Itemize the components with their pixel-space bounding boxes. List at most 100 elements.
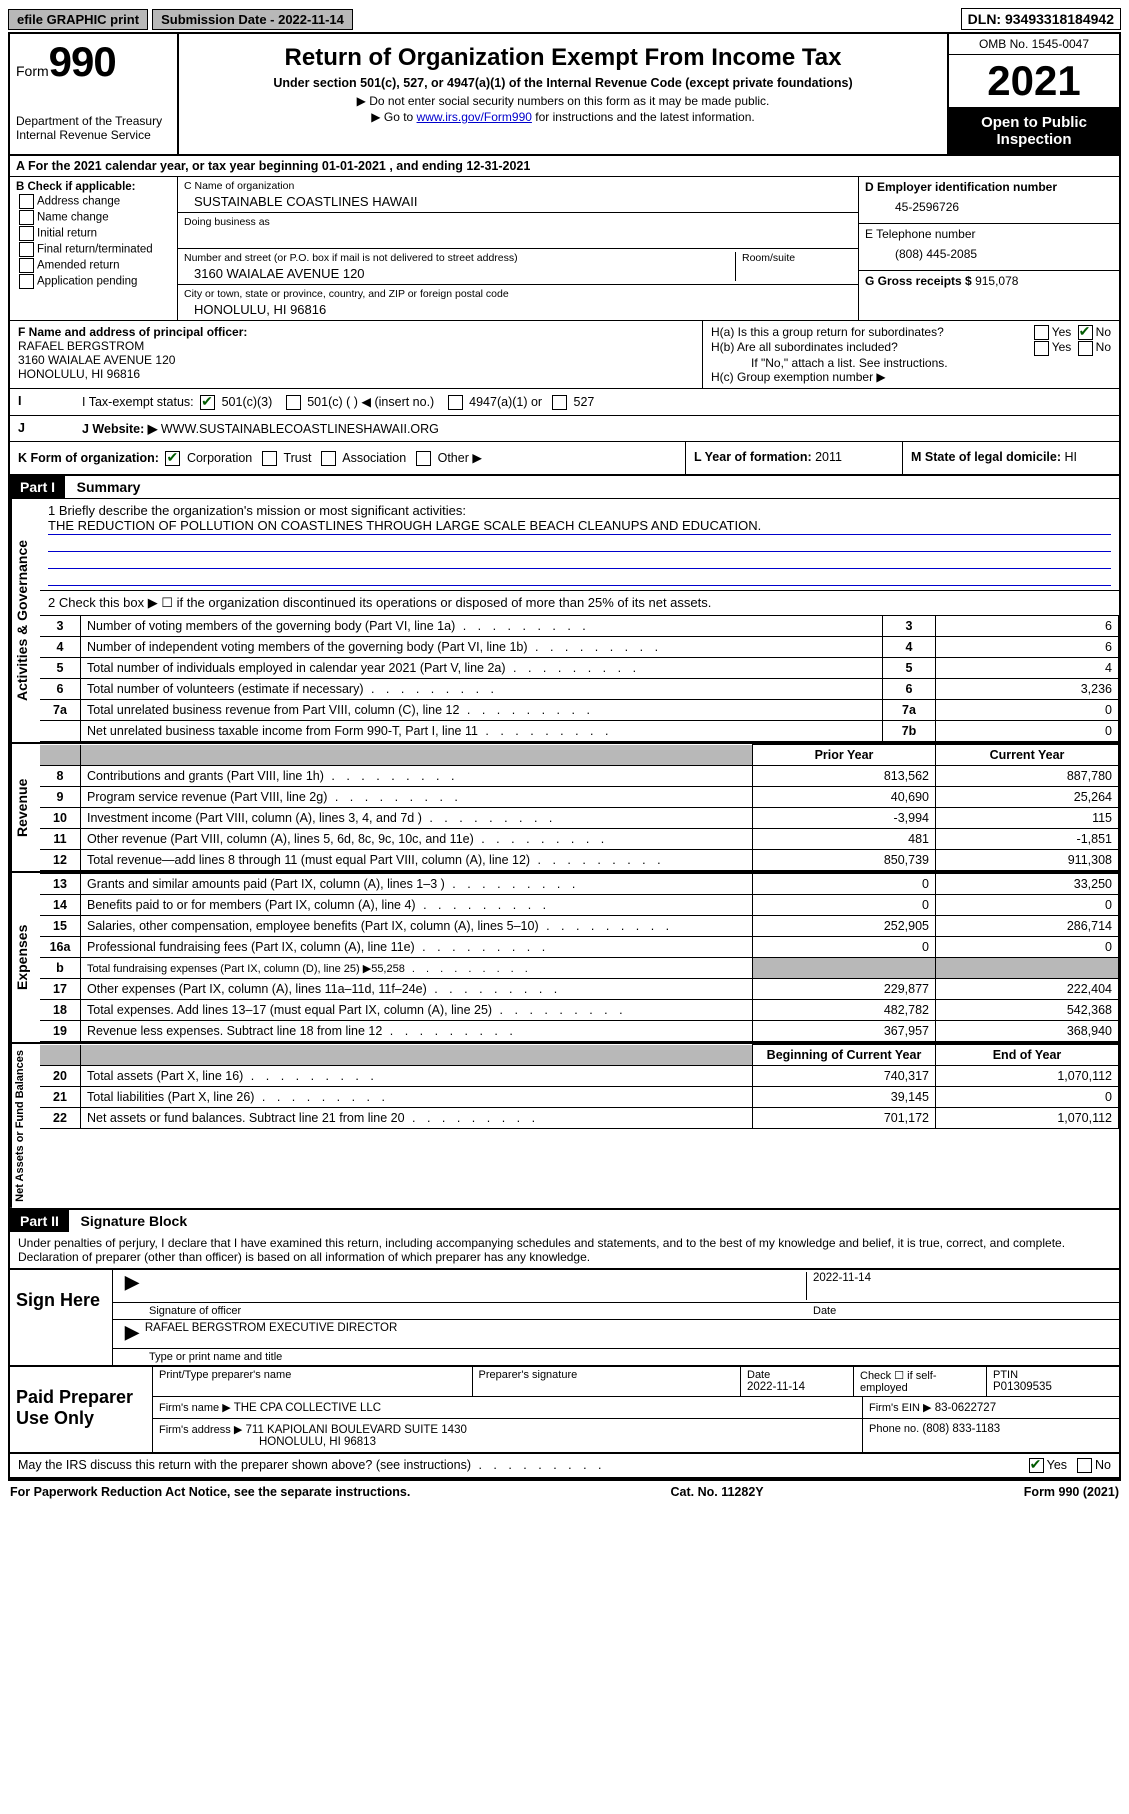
city-label: City or town, state or province, country…: [184, 288, 852, 300]
page-footer: For Paperwork Reduction Act Notice, see …: [8, 1481, 1121, 1503]
check-final-return[interactable]: Final return/terminated: [16, 242, 171, 257]
table-row: 3Number of voting members of the governi…: [40, 616, 1119, 637]
check-527[interactable]: [552, 395, 567, 410]
dept-label: Department of the Treasury: [16, 114, 171, 128]
org-name-label: C Name of organization: [184, 180, 852, 192]
hb-yes-checkbox[interactable]: [1034, 341, 1049, 356]
submission-date-button[interactable]: Submission Date - 2022-11-14: [152, 9, 353, 30]
opt-501c3: 501(c)(3): [222, 395, 273, 409]
open-line2: Inspection: [953, 131, 1115, 148]
part1-title: Summary: [69, 476, 149, 498]
ha-no-checkbox[interactable]: [1078, 325, 1093, 340]
no-label-2: No: [1096, 340, 1111, 354]
expenses-table: 13Grants and similar amounts paid (Part …: [40, 873, 1119, 1042]
table-row: bTotal fundraising expenses (Part IX, co…: [40, 958, 1119, 979]
m-label: M State of legal domicile:: [911, 450, 1061, 464]
gross-value: 915,078: [975, 274, 1018, 288]
ha-yes-checkbox[interactable]: [1034, 325, 1049, 340]
table-row: 10Investment income (Part VIII, column (…: [40, 808, 1119, 829]
part2-header-row: Part II Signature Block: [10, 1210, 1119, 1232]
sign-here-section: Sign Here ▶ 2022-11-14 Signature of offi…: [10, 1268, 1119, 1366]
type-name-label: Type or print name and title: [149, 1351, 282, 1363]
tax-year: 2021: [949, 55, 1119, 108]
opt-trust: Trust: [283, 451, 311, 465]
officer-label: F Name and address of principal officer:: [18, 325, 694, 339]
mission-blank1: [48, 535, 1111, 552]
part1-net-section: Net Assets or Fund Balances Beginning of…: [10, 1044, 1119, 1210]
row-a-tax-year: A For the 2021 calendar year, or tax yea…: [10, 156, 1119, 177]
begin-year-header: Beginning of Current Year: [753, 1045, 936, 1066]
firm-ein-label: Firm's EIN ▶: [869, 1402, 932, 1414]
footer-left: For Paperwork Reduction Act Notice, see …: [10, 1485, 410, 1499]
discuss-yes-checkbox[interactable]: [1029, 1458, 1044, 1473]
check-other[interactable]: [416, 451, 431, 466]
check-4947[interactable]: [448, 395, 463, 410]
city-value: HONOLULU, HI 96816: [184, 300, 852, 317]
table-row: 8Contributions and grants (Part VIII, li…: [40, 766, 1119, 787]
check-name-change[interactable]: Name change: [16, 210, 171, 225]
line2-text: 2 Check this box ▶ ☐ if the organization…: [40, 591, 1119, 615]
opt-4947: 4947(a)(1) or: [469, 395, 542, 409]
section-bcd: B Check if applicable: Address change Na…: [10, 177, 1119, 321]
col-b-checkboxes: B Check if applicable: Address change Na…: [10, 177, 178, 320]
col-b-title: B Check if applicable:: [16, 181, 171, 193]
footer-right: Form 990 (2021): [1024, 1485, 1119, 1499]
officer-addr2: HONOLULU, HI 96816: [18, 367, 694, 381]
prep-date-value: 2022-11-14: [747, 1381, 847, 1393]
check-address-change[interactable]: Address change: [16, 194, 171, 209]
check-association[interactable]: [321, 451, 336, 466]
check-501c[interactable]: [286, 395, 301, 410]
org-name: SUSTAINABLE COASTLINES HAWAII: [184, 192, 852, 209]
form-container: Form990 Department of the Treasury Inter…: [8, 32, 1121, 1481]
check-501c3[interactable]: [200, 395, 215, 410]
check-application-pending[interactable]: Application pending: [16, 274, 171, 289]
table-row: 12Total revenue—add lines 8 through 11 (…: [40, 850, 1119, 871]
table-row: 7aTotal unrelated business revenue from …: [40, 700, 1119, 721]
tax-status-label: I Tax-exempt status:: [82, 395, 194, 409]
check-trust[interactable]: [262, 451, 277, 466]
phone-label: E Telephone number: [865, 227, 1113, 241]
part2-header: Part II: [10, 1210, 69, 1232]
check-initial-return[interactable]: Initial return: [16, 226, 171, 241]
firm-addr-label: Firm's address ▶: [159, 1424, 242, 1436]
table-row: 15Salaries, other compensation, employee…: [40, 916, 1119, 937]
discuss-no: No: [1095, 1458, 1111, 1472]
table-row: 16aProfessional fundraising fees (Part I…: [40, 937, 1119, 958]
gross-label: G Gross receipts $: [865, 274, 972, 288]
form-number: 990: [49, 38, 116, 85]
check-corporation[interactable]: [165, 451, 180, 466]
officer-addr1: 3160 WAIALAE AVENUE 120: [18, 353, 694, 367]
governance-table: 3Number of voting members of the governi…: [40, 615, 1119, 742]
side-label-revenue: Revenue: [10, 744, 40, 871]
end-year-header: End of Year: [936, 1045, 1119, 1066]
current-year-header: Current Year: [936, 745, 1119, 766]
efile-print-button[interactable]: efile GRAPHIC print: [8, 9, 148, 30]
discuss-no-checkbox[interactable]: [1077, 1458, 1092, 1473]
prep-name-label: Print/Type preparer's name: [159, 1369, 466, 1381]
check-amended-return[interactable]: Amended return: [16, 258, 171, 273]
address-label: Number and street (or P.O. box if mail i…: [184, 252, 735, 264]
side-label-governance: Activities & Governance: [10, 499, 40, 742]
table-row: 21Total liabilities (Part X, line 26)39,…: [40, 1087, 1119, 1108]
mission-blank2: [48, 552, 1111, 569]
part1-header-row: Part I Summary: [10, 476, 1119, 499]
hb-no-checkbox[interactable]: [1078, 341, 1093, 356]
check-self-employed-label: Check ☐ if self-employed: [860, 1370, 937, 1394]
mission-text: THE REDUCTION OF POLLUTION ON COASTLINES…: [48, 518, 1111, 535]
no-label: No: [1096, 325, 1111, 339]
discuss-yes: Yes: [1047, 1458, 1067, 1472]
header-right: OMB No. 1545-0047 2021 Open to Public In…: [947, 34, 1119, 154]
website-value: WWW.SUSTAINABLECOASTLINESHAWAII.ORG: [161, 422, 439, 436]
hb-label: H(b) Are all subordinates included?: [711, 340, 898, 355]
yes-label: Yes: [1052, 325, 1072, 339]
firm-name-value: THE CPA COLLECTIVE LLC: [234, 1402, 381, 1414]
hb-note: If "No," attach a list. See instructions…: [711, 356, 1111, 370]
m-value: HI: [1065, 450, 1078, 464]
part1-header: Part I: [10, 476, 65, 498]
table-row: 20Total assets (Part X, line 16)740,3171…: [40, 1066, 1119, 1087]
date-label: Date: [807, 1305, 1113, 1317]
irs-label: Internal Revenue Service: [16, 128, 171, 142]
discuss-row: May the IRS discuss this return with the…: [10, 1454, 1119, 1479]
irs-link[interactable]: www.irs.gov/Form990: [417, 110, 532, 124]
firm-name-label: Firm's name ▶: [159, 1402, 231, 1414]
